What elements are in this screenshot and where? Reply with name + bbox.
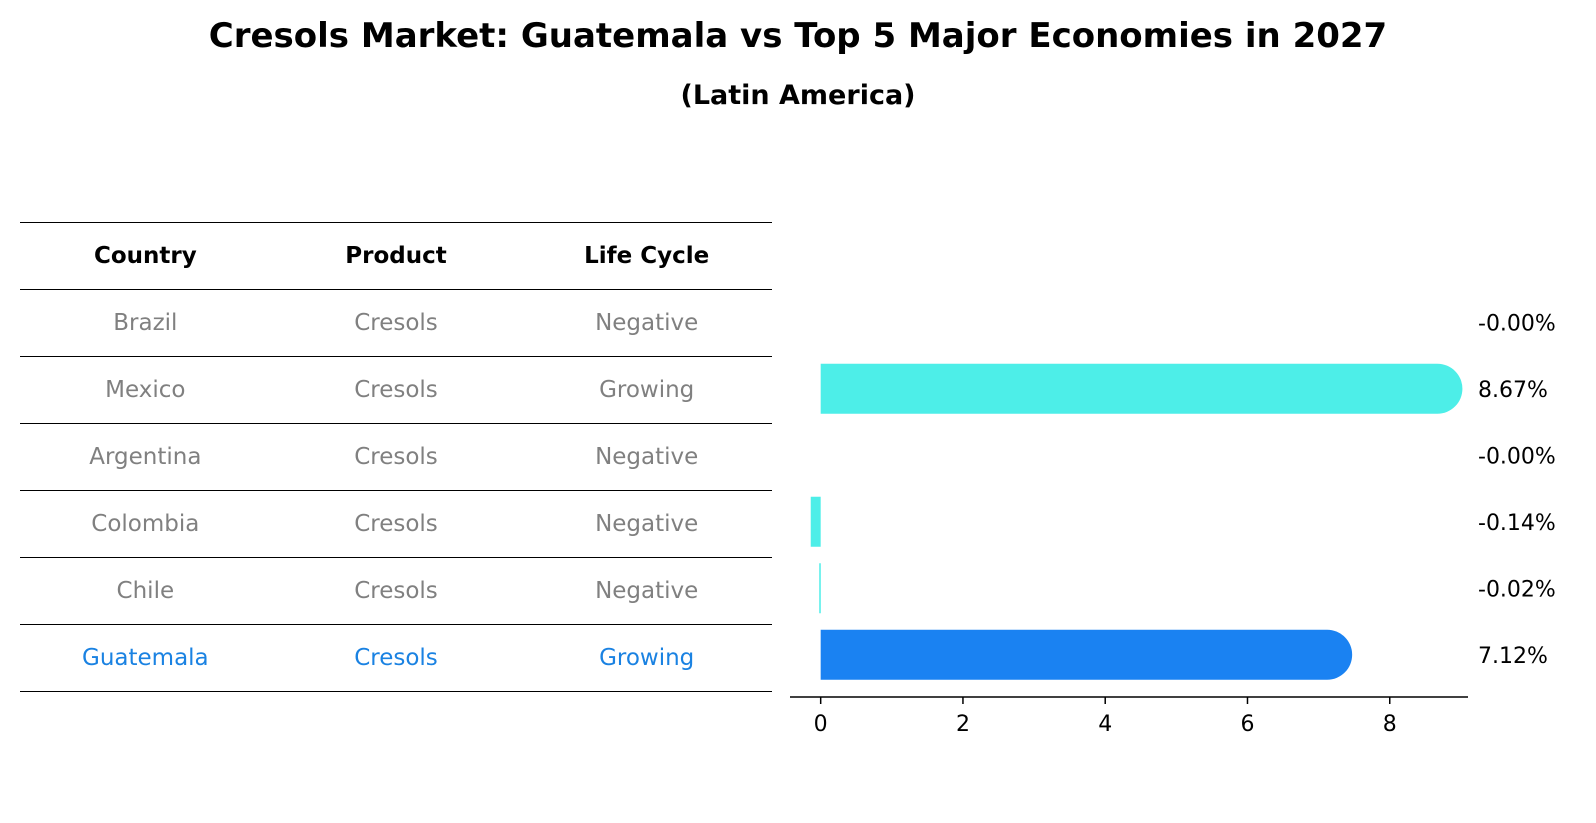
cell-country: Mexico <box>105 377 186 403</box>
x-tick-label: 6 <box>1240 712 1254 737</box>
bar-mexico <box>820 363 1463 414</box>
header-life-cycle: Life Cycle <box>584 243 710 269</box>
value-label-argentina: -0.00% <box>1478 444 1556 469</box>
cell-life-cycle: Negative <box>595 444 699 470</box>
value-label-chile: -0.02% <box>1478 577 1556 602</box>
table-row: Chile Cresols Negative <box>20 557 772 624</box>
cell-country: Chile <box>116 578 175 604</box>
x-tick-label: 0 <box>814 712 828 737</box>
cell-product: Cresols <box>354 645 438 671</box>
x-tick-label: 2 <box>956 712 970 737</box>
cell-country: Guatemala <box>82 645 209 671</box>
cell-life-cycle: Growing <box>599 377 695 403</box>
chart-subtitle: (Latin America) <box>680 80 916 111</box>
cell-country: Brazil <box>113 310 178 336</box>
header-product: Product <box>345 243 447 269</box>
cell-life-cycle: Negative <box>595 310 699 336</box>
header-country: Country <box>93 243 197 269</box>
cell-product: Cresols <box>354 310 438 336</box>
cell-country: Colombia <box>91 511 200 537</box>
x-tick-label: 8 <box>1383 712 1397 737</box>
bar-chile <box>819 563 821 614</box>
cell-life-cycle: Negative <box>595 578 699 604</box>
table-header-row: Country Product Life Cycle <box>20 222 772 289</box>
value-label-brazil: -0.00% <box>1478 311 1556 336</box>
cell-product: Cresols <box>354 578 438 604</box>
bar-guatemala <box>820 629 1353 680</box>
value-label-guatemala: 7.12% <box>1478 644 1548 669</box>
x-tick-label: 4 <box>1098 712 1112 737</box>
cell-product: Cresols <box>354 444 438 470</box>
cell-life-cycle: Growing <box>599 645 695 671</box>
cell-product: Cresols <box>354 511 438 537</box>
value-label-mexico: 8.67% <box>1478 378 1548 403</box>
cell-product: Cresols <box>354 377 438 403</box>
value-label-colombia: -0.14% <box>1478 511 1556 536</box>
table-row: Mexico Cresols Growing <box>20 356 772 423</box>
cell-country: Argentina <box>89 444 202 470</box>
table-row: Argentina Cresols Negative <box>20 423 772 490</box>
table-row: Colombia Cresols Negative <box>20 490 772 557</box>
cell-life-cycle: Negative <box>595 511 699 537</box>
chart-title: Cresols Market: Guatemala vs Top 5 Major… <box>208 16 1388 56</box>
table-row-highlight: Guatemala Cresols Growing <box>20 624 772 692</box>
data-table: Country Product Life Cycle Brazil Cresol… <box>20 222 772 692</box>
bar-colombia <box>810 496 821 547</box>
table-row: Brazil Cresols Negative <box>20 289 772 356</box>
